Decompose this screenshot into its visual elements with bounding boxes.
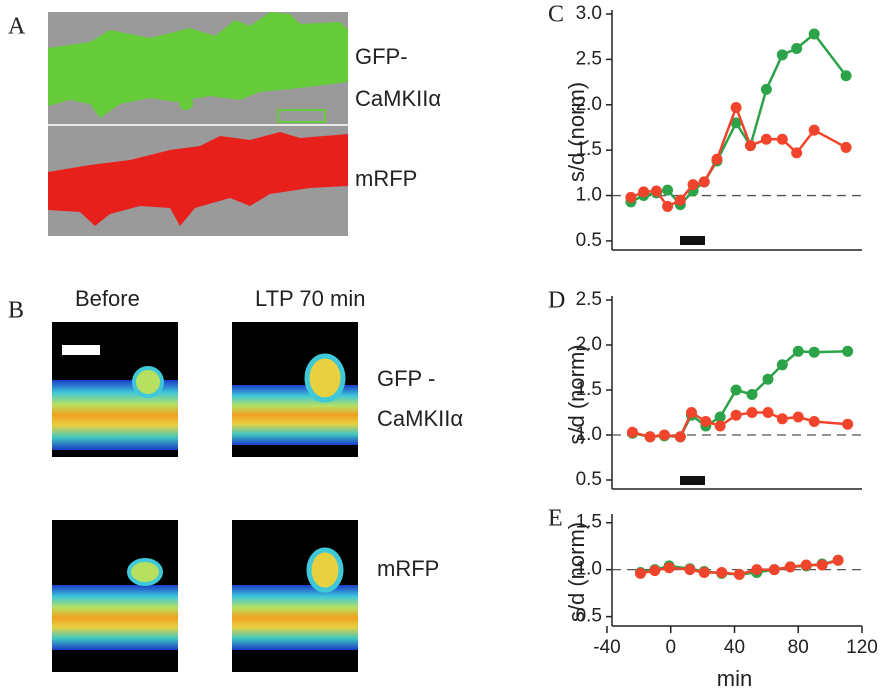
y-tick-label: 1.0: [576, 424, 602, 445]
panel-label: B: [8, 298, 24, 324]
data-point: [768, 564, 780, 576]
y-tick-label: 2.0: [576, 94, 602, 115]
data-point: [746, 407, 758, 418]
data-point: [714, 420, 726, 432]
data-point: [698, 566, 710, 578]
data-point: [730, 409, 742, 421]
data-point: [784, 561, 796, 573]
y-tick-label: 1.5: [576, 139, 602, 160]
data-point: [716, 566, 728, 578]
data-point: [776, 133, 788, 145]
y-tick-label: 0.5: [576, 469, 602, 490]
channel-label: mRFP: [355, 166, 417, 191]
data-point: [674, 431, 686, 443]
data-point: [698, 176, 710, 188]
x-tick-label: 40: [724, 637, 745, 658]
y-tick-label: 1.0: [576, 559, 602, 580]
data-point: [700, 416, 712, 427]
data-point: [791, 147, 803, 159]
data-point: [832, 554, 844, 566]
y-tick-label: 0.5: [576, 230, 602, 251]
panel-label: D: [548, 288, 565, 314]
data-point: [638, 186, 650, 198]
data-point: [730, 101, 742, 113]
x-tick-label: 80: [788, 637, 809, 658]
row-label: mRFP: [377, 556, 439, 581]
data-point: [760, 83, 772, 95]
data-point: [730, 384, 742, 396]
column-label: Before: [75, 286, 140, 311]
y-tick-label: 1.5: [576, 512, 602, 533]
row-label: GFP -: [377, 366, 435, 391]
data-point: [733, 568, 745, 580]
panel-label: C: [548, 2, 564, 28]
data-point: [627, 426, 638, 438]
y-tick-label: 2.5: [576, 289, 602, 310]
data-point: [625, 191, 637, 203]
data-point: [791, 42, 803, 54]
stimulus-bar: [680, 476, 705, 485]
data-point: [840, 141, 852, 153]
data-point: [746, 389, 758, 400]
data-point: [662, 200, 674, 212]
data-point: [634, 567, 646, 579]
data-point: [687, 179, 699, 191]
data-point: [816, 559, 828, 571]
data-point: [714, 411, 726, 423]
data-point: [800, 559, 812, 571]
data-point: [663, 562, 675, 574]
data-point: [760, 133, 772, 145]
data-point: [808, 346, 820, 358]
data-point: [649, 565, 661, 577]
data-point: [776, 49, 788, 61]
y-axis-label: s/d (norm): [564, 344, 589, 444]
data-point: [808, 28, 820, 40]
column-label: LTP 70 min: [255, 286, 365, 311]
channel-label: CaMKIIα: [355, 86, 441, 111]
data-point: [776, 413, 788, 425]
image-a: [48, 12, 348, 236]
data-point: [662, 184, 674, 196]
y-tick-label: 2.0: [576, 334, 602, 355]
y-tick-label: 2.5: [576, 48, 602, 69]
channel-label: GFP-: [355, 44, 408, 69]
data-point: [650, 185, 662, 197]
data-point: [674, 194, 686, 206]
y-tick-label: 1.0: [576, 185, 602, 206]
data-point: [744, 140, 756, 152]
row-label: CaMKIIα: [377, 406, 463, 431]
heatmap-images: [52, 322, 358, 672]
x-tick-label: -40: [593, 637, 620, 658]
data-point: [711, 153, 723, 165]
x-tick-label: 0: [665, 637, 676, 658]
data-point: [684, 564, 696, 576]
x-tick-label: 120: [846, 637, 878, 658]
data-point: [762, 373, 774, 385]
y-axis-label: s/d (norm): [564, 82, 589, 182]
panel-label: E: [548, 506, 563, 532]
data-point: [792, 345, 804, 357]
y-tick-label: 3.0: [576, 3, 602, 24]
data-point: [762, 407, 774, 418]
data-point: [840, 70, 852, 82]
data-point: [658, 429, 670, 441]
data-point: [792, 411, 804, 423]
data-point: [776, 359, 788, 371]
data-point: [644, 431, 656, 443]
data-point: [730, 117, 742, 129]
data-point: [808, 416, 820, 427]
y-tick-label: 1.5: [576, 379, 602, 400]
y-axis-label: s/d (norm): [564, 522, 589, 622]
data-point: [808, 124, 820, 136]
y-tick-label: 0.5: [576, 606, 602, 627]
data-point: [685, 407, 697, 418]
panel-label: A: [8, 14, 26, 40]
x-axis-label: min: [717, 666, 752, 691]
stimulus-bar: [680, 236, 705, 245]
data-point: [842, 418, 854, 430]
data-point: [842, 345, 854, 357]
data-point: [751, 564, 763, 576]
